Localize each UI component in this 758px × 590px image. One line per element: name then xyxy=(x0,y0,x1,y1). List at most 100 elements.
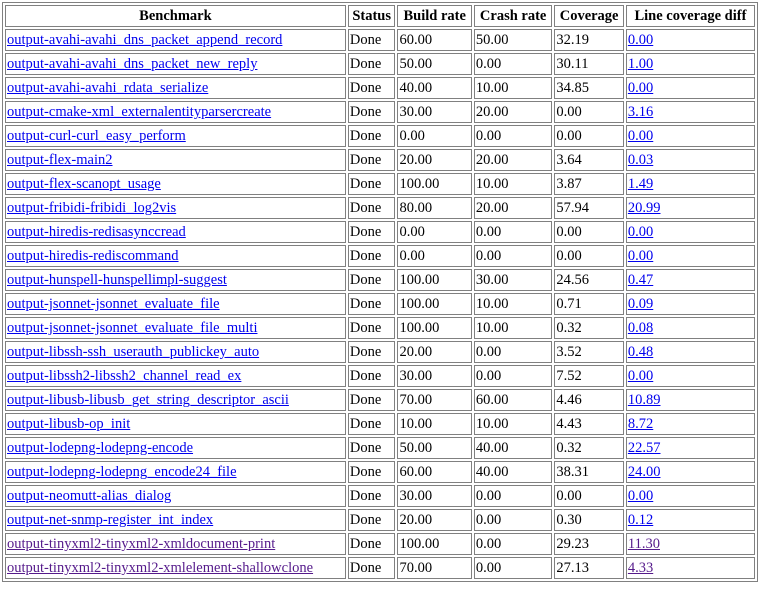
coverage-diff-link[interactable]: 20.99 xyxy=(627,200,661,216)
cell-status: Done xyxy=(347,245,396,267)
cell-build-rate: 50.00 xyxy=(397,437,472,459)
benchmark-link[interactable]: output-fribidi-fribidi_log2vis xyxy=(7,200,177,216)
cell-crash-rate: 0.00 xyxy=(473,509,553,531)
benchmark-link[interactable]: output-avahi-avahi_rdata_serialize xyxy=(7,80,209,96)
cell-benchmark: output-avahi-avahi_dns_packet_new_reply xyxy=(5,53,346,75)
cell-benchmark: output-libusb-op_init xyxy=(5,413,346,435)
benchmark-link[interactable]: output-tinyxml2-tinyxml2-xmldocument-pri… xyxy=(7,536,276,552)
cell-build-rate: 100.00 xyxy=(397,317,472,339)
coverage-diff-link[interactable]: 24.00 xyxy=(627,464,661,480)
cell-build-rate: 30.00 xyxy=(397,365,472,387)
table-row: output-curl-curl_easy_perform Done 0.00 0.0… xyxy=(5,125,755,147)
header-benchmark[interactable]: Benchmark xyxy=(5,5,346,27)
coverage-diff-link[interactable]: 10.89 xyxy=(627,392,661,408)
table-row: output-tinyxml2-tinyxml2-xmldocument-pri… xyxy=(5,533,755,555)
cell-status: Done xyxy=(347,533,396,555)
coverage-diff-link[interactable]: 0.00 xyxy=(627,80,654,96)
table-row: output-libusb-op_init Done 10.00 10.00 4.43 8… xyxy=(5,413,755,435)
cell-coverage: 0.00 xyxy=(554,125,624,147)
cell-build-rate: 30.00 xyxy=(397,101,472,123)
benchmark-link[interactable]: output-avahi-avahi_dns_packet_append_rec… xyxy=(7,32,283,48)
cell-benchmark: output-lodepng-lodepng-encode xyxy=(5,437,346,459)
benchmark-link[interactable]: output-jsonnet-jsonnet_evaluate_file_mul… xyxy=(7,320,258,336)
benchmark-link[interactable]: output-hunspell-hunspellimpl-suggest xyxy=(7,272,227,288)
coverage-diff-link[interactable]: 0.12 xyxy=(627,512,654,528)
table-body: output-avahi-avahi_dns_packet_append_rec… xyxy=(5,29,755,579)
table-row: output-libssh2-libssh2_channel_read_ex Do… xyxy=(5,365,755,387)
benchmark-link[interactable]: output-hiredis-rediscommand xyxy=(7,248,179,264)
cell-coverage: 24.56 xyxy=(554,269,624,291)
table-row: output-lodepng-lodepng-encode Done 50.00 40… xyxy=(5,437,755,459)
cell-coverage: 3.64 xyxy=(554,149,624,171)
cell-benchmark: output-hiredis-redisasynccread xyxy=(5,221,346,243)
table-row: output-flex-main2 Done 20.00 20.00 3.64 0.03 xyxy=(5,149,755,171)
table-row: output-net-snmp-register_int_index Done 20… xyxy=(5,509,755,531)
cell-crash-rate: 0.00 xyxy=(473,245,553,267)
cell-status: Done xyxy=(347,341,396,363)
coverage-diff-link[interactable]: 0.48 xyxy=(627,344,654,360)
cell-benchmark: output-tinyxml2-tinyxml2-xmldocument-pri… xyxy=(5,533,346,555)
benchmark-link[interactable]: output-hiredis-redisasynccread xyxy=(7,224,186,240)
coverage-diff-link[interactable]: 1.00 xyxy=(627,56,654,72)
coverage-diff-link[interactable]: 22.57 xyxy=(627,440,661,456)
header-status[interactable]: Status xyxy=(347,5,396,27)
coverage-diff-link[interactable]: 0.00 xyxy=(627,368,654,384)
benchmark-link[interactable]: output-lodepng-lodepng_encode24_file xyxy=(7,464,237,480)
cell-crash-rate: 20.00 xyxy=(473,149,553,171)
coverage-diff-link[interactable]: 3.16 xyxy=(627,104,654,120)
benchmark-link[interactable]: output-libusb-op_init xyxy=(7,416,131,432)
benchmark-link[interactable]: output-flex-scanopt_usage xyxy=(7,176,161,192)
cell-line-coverage-diff: 0.00 xyxy=(625,245,755,267)
coverage-diff-link[interactable]: 0.00 xyxy=(627,224,654,240)
benchmark-link[interactable]: output-neomutt-alias_dialog xyxy=(7,488,172,504)
coverage-diff-link[interactable]: 1.49 xyxy=(627,176,654,192)
cell-status: Done xyxy=(347,269,396,291)
coverage-diff-link[interactable]: 0.00 xyxy=(627,32,654,48)
cell-benchmark: output-jsonnet-jsonnet_evaluate_file xyxy=(5,293,346,315)
cell-line-coverage-diff: 22.57 xyxy=(625,437,755,459)
header-crash-rate[interactable]: Crash rate xyxy=(473,5,553,27)
cell-status: Done xyxy=(347,149,396,171)
coverage-diff-link[interactable]: 0.09 xyxy=(627,296,654,312)
coverage-diff-link[interactable]: 0.00 xyxy=(627,248,654,264)
benchmark-link[interactable]: output-avahi-avahi_dns_packet_new_reply xyxy=(7,56,258,72)
coverage-diff-link[interactable]: 0.00 xyxy=(627,128,654,144)
cell-coverage: 38.31 xyxy=(554,461,624,483)
benchmark-link[interactable]: output-libusb-libusb_get_string_descript… xyxy=(7,392,289,408)
cell-line-coverage-diff: 8.72 xyxy=(625,413,755,435)
cell-status: Done xyxy=(347,437,396,459)
benchmark-link[interactable]: output-net-snmp-register_int_index xyxy=(7,512,214,528)
coverage-diff-link[interactable]: 0.47 xyxy=(627,272,654,288)
cell-line-coverage-diff: 0.00 xyxy=(625,485,755,507)
header-build-rate[interactable]: Build rate xyxy=(397,5,472,27)
table-row: output-hunspell-hunspellimpl-suggest Done… xyxy=(5,269,755,291)
table-row: output-libusb-libusb_get_string_descript… xyxy=(5,389,755,411)
coverage-diff-link[interactable]: 8.72 xyxy=(627,416,654,432)
benchmark-link[interactable]: output-flex-main2 xyxy=(7,152,113,168)
cell-benchmark: output-lodepng-lodepng_encode24_file xyxy=(5,461,346,483)
coverage-diff-link[interactable]: 0.08 xyxy=(627,320,654,336)
coverage-diff-link[interactable]: 11.30 xyxy=(627,536,660,552)
cell-coverage: 4.43 xyxy=(554,413,624,435)
benchmark-link[interactable]: output-libssh2-libssh2_channel_read_ex xyxy=(7,368,242,384)
benchmark-link[interactable]: output-curl-curl_easy_perform xyxy=(7,128,186,144)
cell-line-coverage-diff: 10.89 xyxy=(625,389,755,411)
coverage-diff-link[interactable]: 0.00 xyxy=(627,488,654,504)
cell-crash-rate: 0.00 xyxy=(473,485,553,507)
cell-crash-rate: 0.00 xyxy=(473,341,553,363)
benchmark-link[interactable]: output-libssh-ssh_userauth_publickey_aut… xyxy=(7,344,260,360)
benchmark-link[interactable]: output-tinyxml2-tinyxml2-xmlelement-shal… xyxy=(7,560,314,576)
coverage-diff-link[interactable]: 0.03 xyxy=(627,152,654,168)
table-row: output-jsonnet-jsonnet_evaluate_file_mul… xyxy=(5,317,755,339)
cell-build-rate: 100.00 xyxy=(397,269,472,291)
header-coverage[interactable]: Coverage xyxy=(554,5,624,27)
cell-build-rate: 0.00 xyxy=(397,125,472,147)
coverage-diff-link[interactable]: 4.33 xyxy=(627,560,654,576)
header-line-coverage-diff[interactable]: Line coverage diff xyxy=(625,5,755,27)
cell-coverage: 0.30 xyxy=(554,509,624,531)
benchmark-link[interactable]: output-lodepng-lodepng-encode xyxy=(7,440,194,456)
table-header-row: Benchmark Status Build rate Crash rate C… xyxy=(5,5,755,27)
cell-crash-rate: 0.00 xyxy=(473,557,553,579)
benchmark-link[interactable]: output-cmake-xml_externalentityparsercre… xyxy=(7,104,272,120)
benchmark-link[interactable]: output-jsonnet-jsonnet_evaluate_file xyxy=(7,296,220,312)
